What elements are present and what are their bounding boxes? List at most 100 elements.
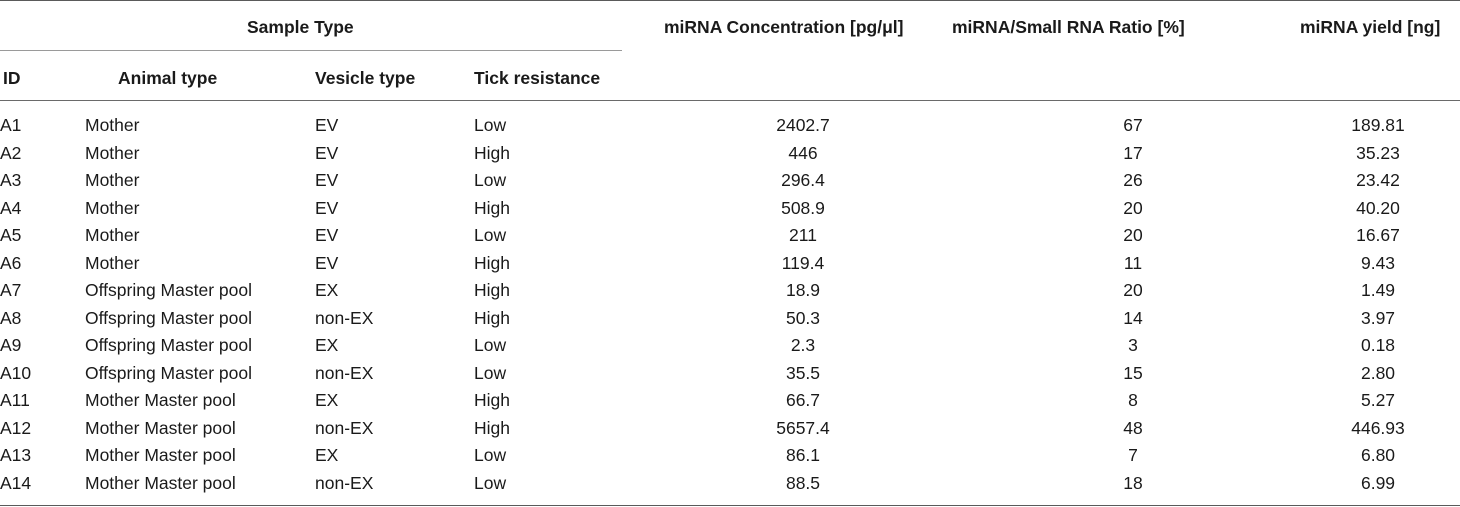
cell-mirna-concentration: 86.1: [785, 445, 821, 465]
cell-id: A2: [0, 142, 22, 163]
cell-mirna-yield: 35.23: [1356, 142, 1400, 163]
cell-animal-type: Offspring Master pool: [85, 307, 252, 328]
cell-animal-type: Mother Master pool: [85, 390, 236, 410]
table-row: A13 Mother Master pool EX Low 86.1 7 6.8…: [0, 442, 1460, 470]
table-row: A10 Offspring Master pool non-EX Low 35.…: [0, 360, 1460, 388]
cell-vesicle-type: non-EX: [315, 417, 374, 438]
cell-mirna-yield: 189.81: [1351, 115, 1405, 135]
cell-vesicle-type: EV: [315, 197, 339, 218]
sample-type-group-rule: [0, 50, 622, 51]
cell-mirna-ratio: 20: [1123, 225, 1143, 245]
cell-id: A14: [0, 472, 32, 493]
cell-mirna-yield: 5.27: [1360, 390, 1396, 410]
table-row: A11 Mother Master pool EX High 66.7 8 5.…: [0, 387, 1460, 415]
cell-tick-resistance: High: [474, 197, 510, 218]
header-bottom-rule: [0, 100, 1460, 101]
table-top-rule: [0, 0, 1460, 1]
table-row: A5 Mother EV Low 211 20 16.67: [0, 222, 1460, 250]
table-row: A7 Offspring Master pool EX High 18.9 20…: [0, 277, 1460, 305]
cell-vesicle-type: EX: [315, 280, 339, 300]
cell-tick-resistance: High: [474, 252, 510, 273]
cell-tick-resistance: Low: [474, 115, 507, 135]
table-row: A12 Mother Master pool non-EX High 5657.…: [0, 415, 1460, 443]
table-row: A14 Mother Master pool non-EX Low 88.5 1…: [0, 470, 1460, 498]
table-row: A9 Offspring Master pool EX Low 2.3 3 0.…: [0, 332, 1460, 360]
column-header-vesicle-type: Vesicle type: [315, 68, 416, 88]
cell-mirna-concentration: 88.5: [785, 472, 821, 493]
table-body: A1 Mother EV Low 2402.7 67 189.81 A2 Mot…: [0, 112, 1460, 497]
cell-mirna-yield: 1.49: [1360, 280, 1396, 300]
cell-animal-type: Mother: [85, 142, 140, 163]
cell-mirna-ratio: 11: [1123, 252, 1143, 273]
cell-tick-resistance: Low: [474, 362, 507, 383]
cell-tick-resistance: High: [474, 417, 510, 438]
cell-tick-resistance: Low: [474, 335, 507, 355]
cell-id: A11: [0, 390, 30, 410]
cell-animal-type: Mother: [85, 197, 140, 218]
cell-tick-resistance: High: [474, 142, 510, 163]
cell-tick-resistance: High: [474, 307, 510, 328]
cell-id: A8: [0, 307, 22, 328]
cell-mirna-yield: 6.99: [1360, 472, 1396, 493]
cell-tick-resistance: High: [474, 280, 510, 300]
cell-id: A3: [0, 170, 22, 190]
cell-animal-type: Offspring Master pool: [85, 335, 252, 355]
cell-id: A10: [0, 362, 32, 383]
cell-animal-type: Mother: [85, 170, 140, 190]
cell-vesicle-type: EV: [315, 225, 339, 245]
cell-animal-type: Mother Master pool: [85, 445, 236, 465]
cell-mirna-concentration: 66.7: [785, 390, 821, 410]
cell-animal-type: Mother Master pool: [85, 417, 236, 438]
cell-animal-type: Mother: [85, 225, 140, 245]
cell-mirna-concentration: 446: [788, 142, 818, 163]
cell-mirna-yield: 3.97: [1360, 307, 1396, 328]
cell-tick-resistance: Low: [474, 472, 507, 493]
cell-tick-resistance: Low: [474, 445, 507, 465]
cell-mirna-ratio: 14: [1123, 307, 1143, 328]
cell-mirna-yield: 6.80: [1360, 445, 1396, 465]
cell-tick-resistance: Low: [474, 225, 507, 245]
cell-vesicle-type: EX: [315, 445, 339, 465]
cell-vesicle-type: EX: [315, 390, 339, 410]
cell-mirna-concentration: 296.4: [781, 170, 825, 190]
cell-mirna-yield: 40.20: [1356, 197, 1400, 218]
table-row: A8 Offspring Master pool non-EX High 50.…: [0, 305, 1460, 333]
cell-mirna-yield: 2.80: [1360, 362, 1396, 383]
cell-mirna-concentration: 119.4: [781, 252, 825, 273]
column-header-mirna-yield: miRNA yield [ng]: [1300, 17, 1441, 37]
cell-id: A13: [0, 445, 32, 465]
cell-mirna-yield: 23.42: [1356, 170, 1400, 190]
cell-mirna-concentration: 2.3: [790, 335, 816, 355]
column-header-tick-resistance: Tick resistance: [474, 68, 601, 88]
cell-vesicle-type: non-EX: [315, 307, 374, 328]
cell-mirna-ratio: 3: [1128, 335, 1138, 355]
cell-mirna-yield: 446.93: [1351, 417, 1405, 438]
cell-id: A1: [0, 115, 22, 135]
column-header-mirna-ratio: miRNA/Small RNA Ratio [%]: [952, 17, 1185, 37]
cell-mirna-ratio: 48: [1123, 417, 1143, 438]
cell-mirna-ratio: 15: [1123, 362, 1143, 383]
column-header-id: ID: [3, 68, 21, 88]
cell-mirna-yield: 16.67: [1356, 225, 1400, 245]
cell-vesicle-type: non-EX: [315, 362, 374, 383]
cell-mirna-concentration: 5657.4: [776, 417, 830, 438]
cell-vesicle-type: EV: [315, 115, 339, 135]
cell-id: A7: [0, 280, 22, 300]
cell-animal-type: Mother Master pool: [85, 472, 236, 493]
cell-mirna-concentration: 508.9: [781, 197, 825, 218]
cell-animal-type: Offspring Master pool: [85, 280, 252, 300]
cell-vesicle-type: EX: [315, 335, 339, 355]
column-header-animal-type: Animal type: [118, 68, 218, 88]
cell-mirna-ratio: 17: [1123, 142, 1143, 163]
cell-mirna-concentration: 50.3: [785, 307, 821, 328]
cell-id: A4: [0, 197, 22, 218]
cell-tick-resistance: Low: [474, 170, 507, 190]
cell-mirna-concentration: 18.9: [785, 280, 821, 300]
cell-animal-type: Offspring Master pool: [85, 362, 252, 383]
table-row: A2 Mother EV High 446 17 35.23: [0, 140, 1460, 168]
cell-id: A6: [0, 252, 22, 273]
cell-mirna-ratio: 8: [1128, 390, 1138, 410]
cell-tick-resistance: High: [474, 390, 510, 410]
cell-mirna-ratio: 7: [1128, 445, 1138, 465]
